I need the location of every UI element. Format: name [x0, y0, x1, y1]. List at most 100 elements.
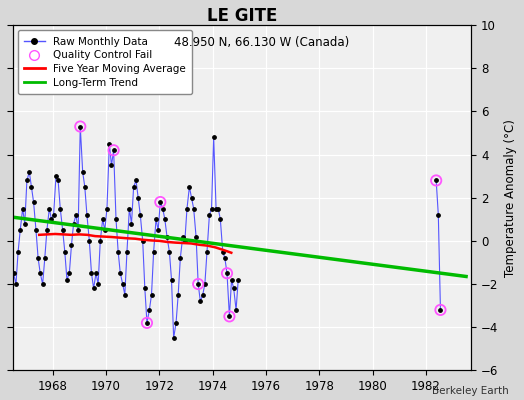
Point [32, 227, 40, 233]
Point [172, 320, 180, 326]
Point [216, 216, 224, 222]
Point [138, 238, 147, 244]
Point [156, 199, 165, 205]
Point [183, 205, 191, 212]
Point [192, 233, 200, 240]
Point [230, 285, 238, 292]
Point [61, 248, 69, 255]
Point [179, 233, 187, 240]
Point [92, 270, 100, 276]
Point [194, 281, 202, 287]
Point [149, 248, 158, 255]
Point [54, 177, 62, 184]
Point [0, 194, 7, 201]
Point [40, 255, 49, 261]
Point [101, 227, 109, 233]
Point [143, 320, 151, 326]
Point [214, 205, 222, 212]
Point [190, 205, 198, 212]
Point [156, 199, 165, 205]
Point [147, 292, 156, 298]
Point [36, 270, 45, 276]
Point [83, 212, 91, 218]
Point [208, 205, 216, 212]
Point [436, 307, 445, 313]
Point [56, 205, 64, 212]
Point [38, 281, 47, 287]
Point [212, 205, 220, 212]
Point [121, 292, 129, 298]
Legend: Raw Monthly Data, Quality Control Fail, Five Year Moving Average, Long-Term Tren: Raw Monthly Data, Quality Control Fail, … [18, 30, 192, 94]
Point [79, 169, 87, 175]
Point [90, 285, 98, 292]
Point [74, 227, 82, 233]
Point [14, 248, 23, 255]
Point [165, 248, 173, 255]
Point [223, 270, 231, 276]
Point [132, 177, 140, 184]
Point [47, 216, 56, 222]
Point [232, 307, 241, 313]
Point [112, 216, 120, 222]
Point [76, 123, 84, 130]
Point [110, 147, 118, 154]
Point [43, 227, 51, 233]
Point [432, 177, 440, 184]
Point [225, 313, 234, 320]
Point [234, 276, 243, 283]
Point [65, 270, 73, 276]
Point [205, 212, 214, 218]
Point [167, 276, 176, 283]
Point [16, 227, 25, 233]
Point [143, 320, 151, 326]
Point [116, 270, 125, 276]
Point [81, 184, 89, 190]
Y-axis label: Temperature Anomaly (°C): Temperature Anomaly (°C) [504, 119, 517, 277]
Point [223, 270, 231, 276]
Point [0, 205, 4, 212]
Point [12, 281, 20, 287]
Point [127, 220, 136, 227]
Point [227, 276, 236, 283]
Point [96, 238, 104, 244]
Point [1, 184, 9, 190]
Point [72, 212, 80, 218]
Point [49, 212, 58, 218]
Point [99, 216, 107, 222]
Point [210, 134, 218, 140]
Point [201, 281, 209, 287]
Point [94, 281, 102, 287]
Point [85, 238, 93, 244]
Point [140, 285, 149, 292]
Point [88, 270, 96, 276]
Point [199, 292, 207, 298]
Point [34, 255, 42, 261]
Point [69, 220, 78, 227]
Point [67, 242, 75, 248]
Text: 48.950 N, 66.130 W (Canada): 48.950 N, 66.130 W (Canada) [174, 36, 350, 49]
Point [181, 238, 189, 244]
Point [203, 248, 211, 255]
Point [45, 205, 53, 212]
Point [29, 199, 38, 205]
Point [219, 248, 227, 255]
Point [103, 205, 111, 212]
Point [110, 147, 118, 154]
Point [436, 307, 445, 313]
Point [125, 205, 134, 212]
Point [114, 248, 122, 255]
Point [23, 177, 31, 184]
Point [105, 140, 114, 147]
Point [225, 313, 234, 320]
Point [432, 177, 440, 184]
Point [63, 276, 71, 283]
Point [188, 194, 196, 201]
Point [176, 255, 184, 261]
Point [145, 307, 154, 313]
Point [136, 212, 145, 218]
Point [59, 227, 67, 233]
Point [7, 233, 16, 240]
Point [3, 177, 11, 184]
Point [18, 205, 27, 212]
Point [107, 162, 116, 168]
